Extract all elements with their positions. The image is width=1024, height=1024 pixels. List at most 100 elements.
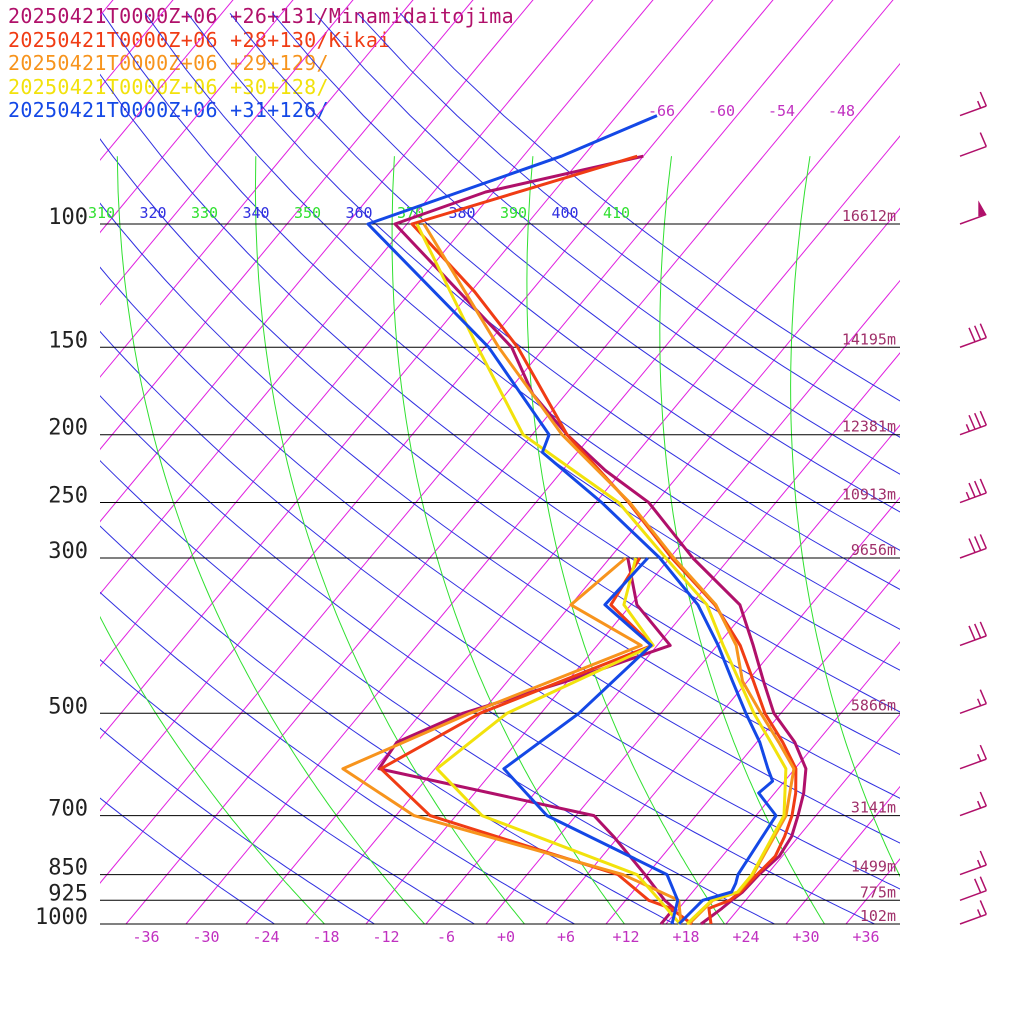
- dry-adiabat-line: [229, 12, 900, 551]
- theta-label: 310: [88, 204, 115, 222]
- pressure-label: 700: [48, 797, 88, 822]
- pressure-label: 200: [48, 416, 88, 441]
- wind-barb: [959, 876, 988, 902]
- temperature-profile: [410, 154, 798, 925]
- dry-adiabat-line: [100, 727, 376, 924]
- wind-barb: [959, 91, 988, 117]
- dry-adiabat-line: [100, 202, 900, 799]
- height-label: 9656m: [851, 541, 896, 559]
- pressure-label: 500: [48, 694, 88, 719]
- pressure-label: 150: [48, 328, 88, 353]
- isotherm-line: [100, 0, 354, 306]
- theta-label: 390: [500, 204, 527, 222]
- isotherm-line: [100, 0, 234, 161]
- height-label: 775m: [860, 883, 896, 901]
- theta-label: 360: [346, 204, 373, 222]
- dry-adiabat-line: [272, 12, 900, 513]
- isotherm-line: [100, 0, 774, 812]
- legend-entry: 20250421T0000Z+06 +26+131/Minamidaitojim…: [8, 4, 514, 28]
- dry-adiabat-line: [100, 138, 900, 756]
- height-label: 3141m: [851, 799, 896, 817]
- temperature-tick-label: -36: [132, 928, 159, 946]
- temperature-tick-label: -6: [437, 928, 455, 946]
- height-label: 102m: [860, 907, 896, 925]
- isotherm-line: [100, 0, 114, 17]
- height-label: 16612m: [842, 207, 896, 225]
- dry-adiabat-line: [100, 73, 900, 713]
- moist-adiabat-line: [254, 156, 526, 924]
- wind-barb: [959, 534, 988, 559]
- wind-barb: [959, 689, 988, 714]
- wind-barb: [959, 200, 987, 225]
- height-label: 12381m: [842, 418, 896, 436]
- wind-barb: [959, 323, 988, 348]
- legend-entry: 20250421T0000Z+06 +28+130/Kikai: [8, 27, 391, 52]
- temperature-tick-label: +30: [792, 928, 819, 946]
- isotherm-line: [725, 713, 900, 924]
- isotherm-line: [785, 785, 900, 924]
- theta-label: 400: [552, 204, 579, 222]
- wind-barb: [959, 132, 988, 157]
- isotherm-line: [0, 0, 38, 924]
- isotherm-line: [845, 858, 900, 924]
- dry-adiabat-line: [100, 330, 900, 890]
- dry-adiabat-line: [314, 12, 900, 475]
- theta-label: 340: [243, 204, 270, 222]
- isotherm-line: [605, 569, 900, 924]
- height-label: 1499m: [851, 858, 896, 876]
- isotherm-line: [545, 496, 900, 924]
- isotherm-line: [245, 135, 900, 924]
- isotherm-line: [100, 0, 534, 523]
- dry-adiabat-line: [100, 525, 676, 924]
- pressure-label: 100: [48, 205, 88, 230]
- legend-entry: 20250421T0000Z+06 +30+128/: [8, 74, 329, 99]
- temperature-tick-label: -24: [252, 928, 279, 946]
- isotherm-line: [365, 279, 900, 924]
- isotherm-line: [100, 0, 174, 89]
- height-label: 14195m: [842, 330, 896, 348]
- dry-adiabat-line: [100, 659, 476, 924]
- pressure-label: 250: [48, 484, 88, 509]
- moist-adiabat-line: [116, 156, 426, 924]
- isotherm-line: [425, 352, 900, 924]
- height-label: 10913m: [842, 486, 896, 504]
- pressure-label: 1000: [35, 905, 88, 930]
- theta-label: 330: [191, 204, 218, 222]
- temperature-tick-label: +6: [557, 928, 575, 946]
- isotherm-line: [906, 0, 1024, 924]
- moist-adiabat-line: [391, 156, 626, 924]
- legend: 20250421T0000Z+06 +26+131/Minamidaitojim…: [8, 4, 514, 123]
- legend-entry: 20250421T0000Z+06 +31+126/: [8, 98, 329, 122]
- dry-adiabat-line: [100, 266, 900, 844]
- temperature-tick-label: -30: [192, 928, 219, 946]
- dewpoint-profile: [435, 557, 682, 925]
- moist-adiabat-line: [100, 615, 326, 924]
- dewpoint-profile: [502, 556, 680, 925]
- isotherm-line: [485, 424, 900, 924]
- theta-label: 350: [294, 204, 321, 222]
- dry-adiabat-line: [187, 12, 900, 590]
- isotherm-line: [0, 0, 98, 924]
- isotherm-line: [100, 0, 714, 740]
- dry-adiabat-line: [100, 797, 276, 924]
- temperature-tick-label: +12: [612, 928, 639, 946]
- isotherm-label: -48: [828, 102, 855, 120]
- theta-label: 410: [603, 204, 630, 222]
- isotherm-label: -60: [708, 102, 735, 120]
- pressure-label: 850: [48, 856, 88, 881]
- isotherm-label: -54: [768, 102, 795, 120]
- isotherm-line: [665, 641, 900, 924]
- dry-adiabat-line: [100, 395, 876, 924]
- theta-label: 320: [140, 204, 167, 222]
- wind-barb: [959, 850, 988, 876]
- dewpoint-profile: [379, 557, 693, 926]
- temperature-tick-label: +36: [852, 928, 879, 946]
- dry-adiabat-line: [100, 591, 576, 924]
- temperature-tick-label: -18: [312, 928, 339, 946]
- temperature-tick-label: +24: [732, 928, 759, 946]
- moist-adiabat-line: [919, 156, 1024, 939]
- theta-label: 380: [449, 204, 476, 222]
- moist-adiabat-line: [790, 156, 900, 878]
- isotherm-line: [100, 0, 414, 378]
- moist-adiabat-line: [526, 156, 726, 924]
